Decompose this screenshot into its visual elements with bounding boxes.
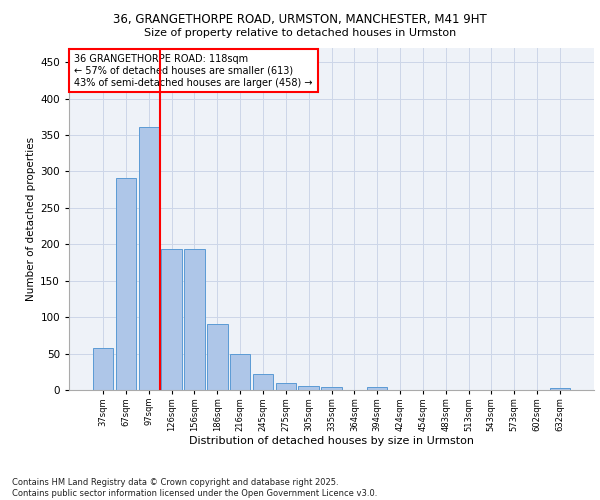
Bar bbox=[230, 354, 250, 390]
Bar bbox=[367, 387, 388, 390]
Text: 36, GRANGETHORPE ROAD, URMSTON, MANCHESTER, M41 9HT: 36, GRANGETHORPE ROAD, URMSTON, MANCHEST… bbox=[113, 12, 487, 26]
Bar bbox=[139, 127, 159, 390]
Bar bbox=[253, 374, 273, 390]
Y-axis label: Number of detached properties: Number of detached properties bbox=[26, 136, 36, 301]
Bar bbox=[550, 388, 570, 390]
Bar bbox=[184, 250, 205, 390]
Bar bbox=[116, 178, 136, 390]
Text: Contains HM Land Registry data © Crown copyright and database right 2025.
Contai: Contains HM Land Registry data © Crown c… bbox=[12, 478, 377, 498]
Bar bbox=[298, 386, 319, 390]
Bar bbox=[275, 384, 296, 390]
Text: 36 GRANGETHORPE ROAD: 118sqm
← 57% of detached houses are smaller (613)
43% of s: 36 GRANGETHORPE ROAD: 118sqm ← 57% of de… bbox=[74, 54, 313, 88]
Bar bbox=[161, 248, 182, 390]
Bar bbox=[207, 324, 227, 390]
Text: Size of property relative to detached houses in Urmston: Size of property relative to detached ho… bbox=[144, 28, 456, 38]
X-axis label: Distribution of detached houses by size in Urmston: Distribution of detached houses by size … bbox=[189, 436, 474, 446]
Bar bbox=[321, 387, 342, 390]
Bar bbox=[93, 348, 113, 390]
